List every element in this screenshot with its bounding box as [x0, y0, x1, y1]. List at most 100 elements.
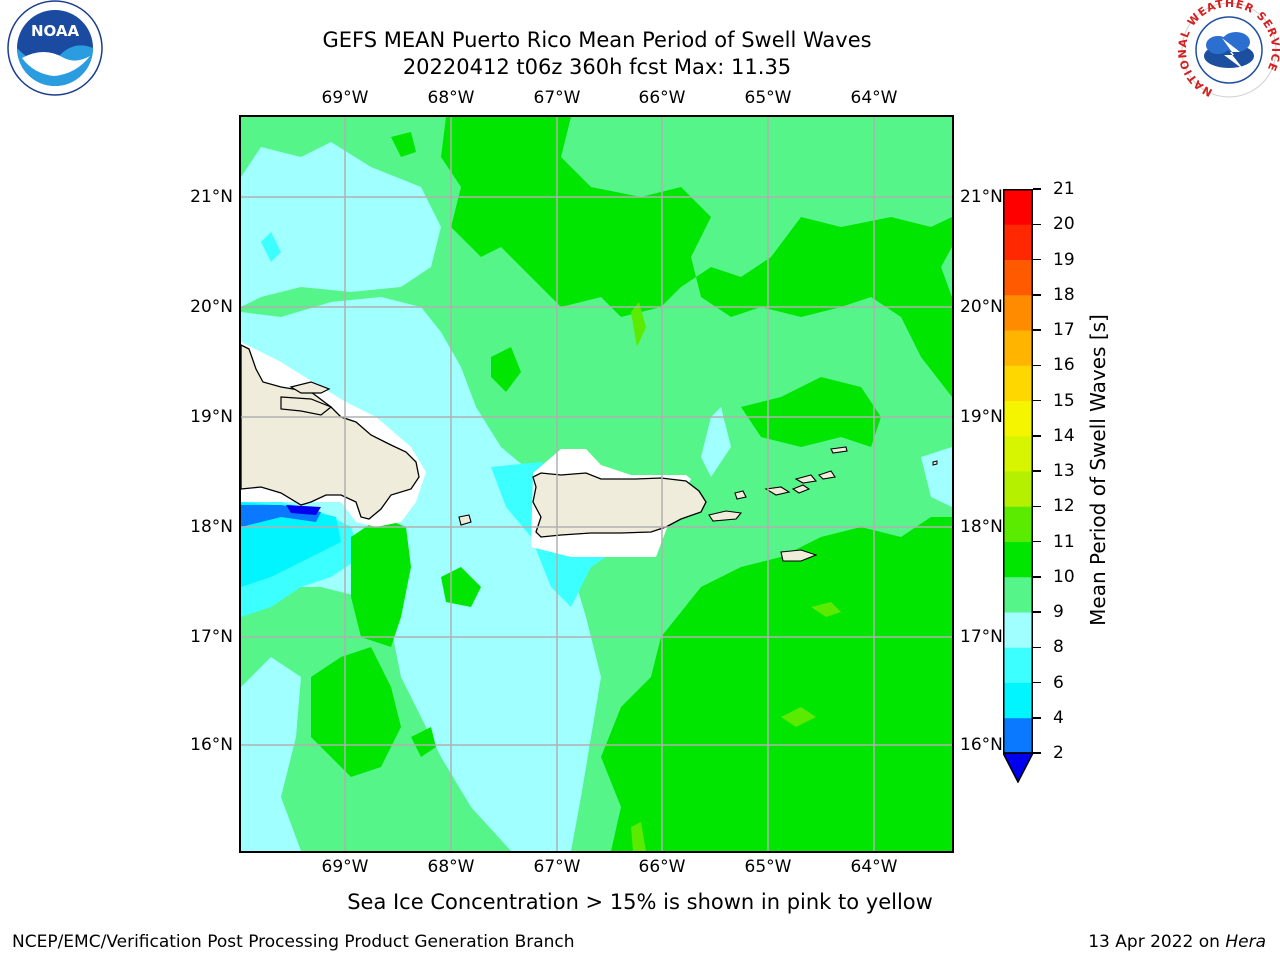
- colorbar-band: [1003, 506, 1033, 542]
- contour-8-9-northwest: [241, 142, 441, 307]
- colorbar-tick-mark: [1033, 646, 1041, 648]
- noaa-logo-text: NOAA: [31, 22, 80, 40]
- lon-tick-top: 65°W: [744, 88, 792, 108]
- lon-tick-bottom: 64°W: [850, 857, 898, 877]
- noaa-logo: NOAA: [7, 0, 103, 96]
- contour-8-9-east-spot: [701, 407, 731, 477]
- contour-7-8-spot: [261, 232, 281, 262]
- lon-tick-bottom: 65°W: [744, 857, 792, 877]
- colorbar-tick-label: 14: [1053, 425, 1075, 446]
- colorbar-tick-label: 9: [1053, 602, 1064, 622]
- colorbar-tick-mark: [1033, 717, 1041, 719]
- colorbar-tick-label: 8: [1053, 637, 1064, 658]
- colorbar: [1003, 189, 1033, 783]
- land-vieques: [708, 510, 743, 522]
- colorbar-band: [1003, 224, 1033, 260]
- colorbar-band: [1003, 682, 1033, 719]
- contour-8-9-east-edge: [921, 447, 952, 507]
- colorbar-tick-mark: [1033, 399, 1041, 402]
- colorbar-tick-mark: [1033, 681, 1041, 684]
- colorbar-tick-label: 4: [1053, 707, 1064, 728]
- colorbar-extend-triangle: [1003, 752, 1033, 783]
- colorbar-tick-mark: [1033, 329, 1041, 331]
- contour-10-11-west-band: [351, 517, 411, 647]
- lat-tick-left: 19°N: [190, 407, 233, 427]
- swell-period-map: [241, 117, 952, 851]
- lat-tick-right: 16°N: [960, 735, 1003, 755]
- contour-10-11-southwest: [311, 647, 401, 777]
- lon-tick-top: 66°W: [638, 88, 686, 108]
- colorbar-tick-label: 6: [1053, 672, 1064, 693]
- lon-tick-bottom: 68°W: [427, 857, 475, 877]
- land-hispaniola-peninsula: [280, 396, 333, 416]
- lat-tick-right: 17°N: [960, 627, 1003, 647]
- contour-10-11-north: [441, 117, 952, 397]
- date-line: 13 Apr 2022 on Hera: [1088, 932, 1266, 952]
- colorbar-tick-label: 19: [1053, 249, 1075, 270]
- colorbar-band: [1003, 365, 1033, 401]
- colorbar-tick-mark: [1033, 505, 1041, 507]
- colorbar-band: [1003, 189, 1033, 225]
- colorbar-band: [1003, 612, 1033, 648]
- land-anegada: [830, 446, 848, 454]
- colorbar-outline: [1003, 189, 1033, 754]
- land-virgin-gorda: [817, 470, 836, 480]
- contour-11-12-spot-a: [631, 302, 646, 347]
- colorbar-tick-label: 12: [1053, 496, 1075, 517]
- lon-tick-top: 69°W: [321, 88, 369, 108]
- nws-logo: NATIONAL WEATHER SERVICE: [1178, 0, 1280, 99]
- land-culebra: [734, 490, 747, 500]
- lat-tick-right: 20°N: [960, 297, 1003, 317]
- colorbar-band: [1003, 294, 1033, 331]
- colorbar-tick-mark: [1033, 294, 1041, 296]
- lat-lon-gridlines: [241, 117, 952, 851]
- colorbar-tick-label: 15: [1053, 390, 1075, 411]
- lon-tick-top: 68°W: [427, 88, 475, 108]
- lat-tick-right: 18°N: [960, 517, 1003, 537]
- colorbar-tick-mark: [1033, 611, 1041, 613]
- contour-10-11-northeast: [741, 377, 881, 447]
- colorbar-tick-label: 2: [1053, 743, 1064, 763]
- contour-8-9-south: [241, 657, 301, 851]
- colorbar-tick-mark: [1033, 364, 1041, 366]
- colorbar-tick-label: 17: [1053, 320, 1075, 340]
- colorbar-band: [1003, 647, 1033, 683]
- contour-10-11-spot-d: [411, 727, 436, 757]
- lon-tick-top: 64°W: [850, 88, 898, 108]
- lat-tick-left: 16°N: [190, 735, 233, 755]
- colorbar-tick-mark: [1033, 435, 1041, 437]
- colorbar-tick-mark: [1033, 470, 1041, 472]
- lat-tick-left: 20°N: [190, 297, 233, 317]
- colorbar-tick-label: 20: [1053, 214, 1075, 235]
- colorbar-tick-label: 16: [1053, 355, 1075, 376]
- land-islet-east: [932, 460, 938, 466]
- lon-tick-top: 67°W: [533, 88, 581, 108]
- land-gonave: [289, 381, 331, 394]
- contour-11-12-spot-b: [811, 602, 841, 617]
- sea-ice-footnote: Sea Ice Concentration > 15% is shown in …: [347, 890, 933, 914]
- lat-tick-right: 19°N: [960, 407, 1003, 427]
- colorbar-tick-label: 21: [1053, 179, 1075, 199]
- colorbar-tick-mark: [1033, 188, 1041, 190]
- colorbar-tick-mark: [1033, 223, 1041, 225]
- lon-tick-bottom: 66°W: [638, 857, 686, 877]
- lon-tick-bottom: 69°W: [321, 857, 369, 877]
- colorbar-band: [1003, 576, 1033, 613]
- map-frame: [239, 115, 954, 853]
- contour-2-4-west: [286, 505, 321, 515]
- contour-10-11-southeast: [601, 517, 952, 851]
- colorbar-tick-mark: [1033, 576, 1041, 578]
- contour-10-11-spot-c: [491, 347, 521, 392]
- contour-6-7-west: [241, 502, 341, 587]
- lat-tick-left: 18°N: [190, 517, 233, 537]
- colorbar-tick-label: 11: [1053, 531, 1075, 552]
- colorbar-band: [1003, 541, 1033, 578]
- lon-tick-bottom: 67°W: [533, 857, 581, 877]
- map-title: GEFS MEAN Puerto Rico Mean Period of Swe…: [322, 28, 872, 52]
- map-subtitle: 20220412 t06z 360h fcst Max: 11.35: [402, 55, 792, 79]
- lat-tick-left: 17°N: [190, 627, 233, 647]
- land-mona-island: [458, 514, 472, 526]
- colorbar-band: [1003, 400, 1033, 437]
- colorbar-tick-label: 10: [1053, 566, 1075, 587]
- colorbar-band: [1003, 471, 1033, 507]
